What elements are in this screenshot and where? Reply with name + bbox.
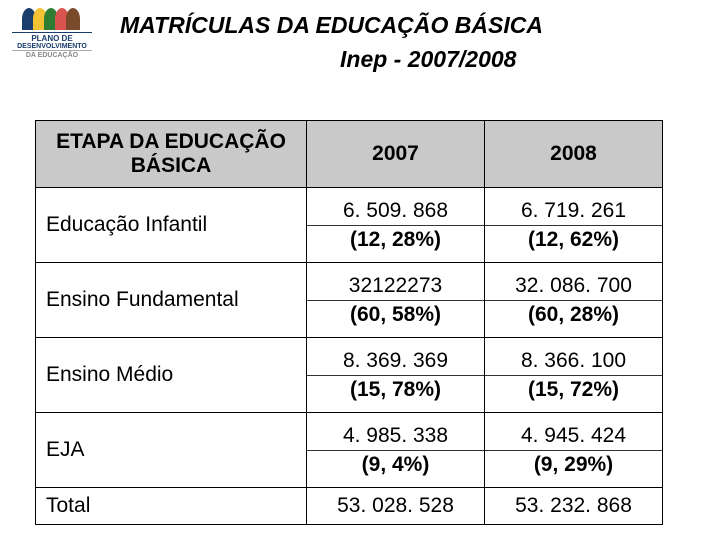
cell-2007: 8. 369. 369 (15, 78%) — [307, 338, 485, 413]
cell-value: 8. 369. 369 — [307, 345, 484, 376]
cell-2007: 6. 509. 868 (12, 28%) — [307, 188, 485, 263]
logo-text-3: DA EDUCAÇÃO — [12, 50, 92, 59]
cell-value: 4. 985. 338 — [307, 420, 484, 451]
table-total-row: Total 53. 028. 528 53. 232. 868 — [36, 488, 663, 525]
cell-2007: 4. 985. 338 (9, 4%) — [307, 413, 485, 488]
table-row: EJA 4. 985. 338 (9, 4%) 4. 945. 424 (9, … — [36, 413, 663, 488]
cell-percent: (12, 28%) — [307, 226, 484, 256]
table-row: Educação Infantil 6. 509. 868 (12, 28%) … — [36, 188, 663, 263]
page-title: MATRÍCULAS DA EDUCAÇÃO BÁSICA — [120, 12, 543, 39]
logo-text-2: DESENVOLVIMENTO — [12, 43, 92, 50]
page-subtitle: Inep - 2007/2008 — [340, 46, 516, 73]
cell-value: 4. 945. 424 — [485, 420, 662, 451]
cell-percent: (12, 62%) — [485, 226, 662, 256]
col-header-2008: 2008 — [485, 121, 663, 188]
total-2007: 53. 028. 528 — [307, 488, 485, 525]
cell-2008: 6. 719. 261 (12, 62%) — [485, 188, 663, 263]
cell-percent: (15, 78%) — [307, 376, 484, 406]
cell-2008: 32. 086. 700 (60, 28%) — [485, 263, 663, 338]
cell-2008: 8. 366. 100 (15, 72%) — [485, 338, 663, 413]
table-row: Ensino Fundamental 32122273 (60, 58%) 32… — [36, 263, 663, 338]
cell-value: 6. 509. 868 — [307, 195, 484, 226]
row-label: Ensino Fundamental — [36, 263, 307, 338]
cell-value: 32122273 — [307, 270, 484, 301]
cell-value: 32. 086. 700 — [485, 270, 662, 301]
total-2008: 53. 232. 868 — [485, 488, 663, 525]
row-label: EJA — [36, 413, 307, 488]
row-label: Educação Infantil — [36, 188, 307, 263]
col-header-2007: 2007 — [307, 121, 485, 188]
logo-fan-icon — [12, 8, 92, 30]
cell-value: 8. 366. 100 — [485, 345, 662, 376]
cell-2008: 4. 945. 424 (9, 29%) — [485, 413, 663, 488]
cell-percent: (60, 58%) — [307, 301, 484, 331]
enrollment-table: ETAPA DA EDUCAÇÃO BÁSICA 2007 2008 Educa… — [35, 120, 663, 525]
logo-text-1: PLANO DE — [12, 32, 92, 43]
total-label: Total — [36, 488, 307, 525]
col-header-etapa: ETAPA DA EDUCAÇÃO BÁSICA — [36, 121, 307, 188]
cell-percent: (9, 29%) — [485, 451, 662, 481]
cell-2007: 32122273 (60, 58%) — [307, 263, 485, 338]
table-row: Ensino Médio 8. 369. 369 (15, 78%) 8. 36… — [36, 338, 663, 413]
cell-value: 6. 719. 261 — [485, 195, 662, 226]
table-header-row: ETAPA DA EDUCAÇÃO BÁSICA 2007 2008 — [36, 121, 663, 188]
row-label: Ensino Médio — [36, 338, 307, 413]
cell-percent: (15, 72%) — [485, 376, 662, 406]
cell-percent: (60, 28%) — [485, 301, 662, 331]
logo: PLANO DE DESENVOLVIMENTO DA EDUCAÇÃO — [12, 8, 92, 59]
cell-percent: (9, 4%) — [307, 451, 484, 481]
